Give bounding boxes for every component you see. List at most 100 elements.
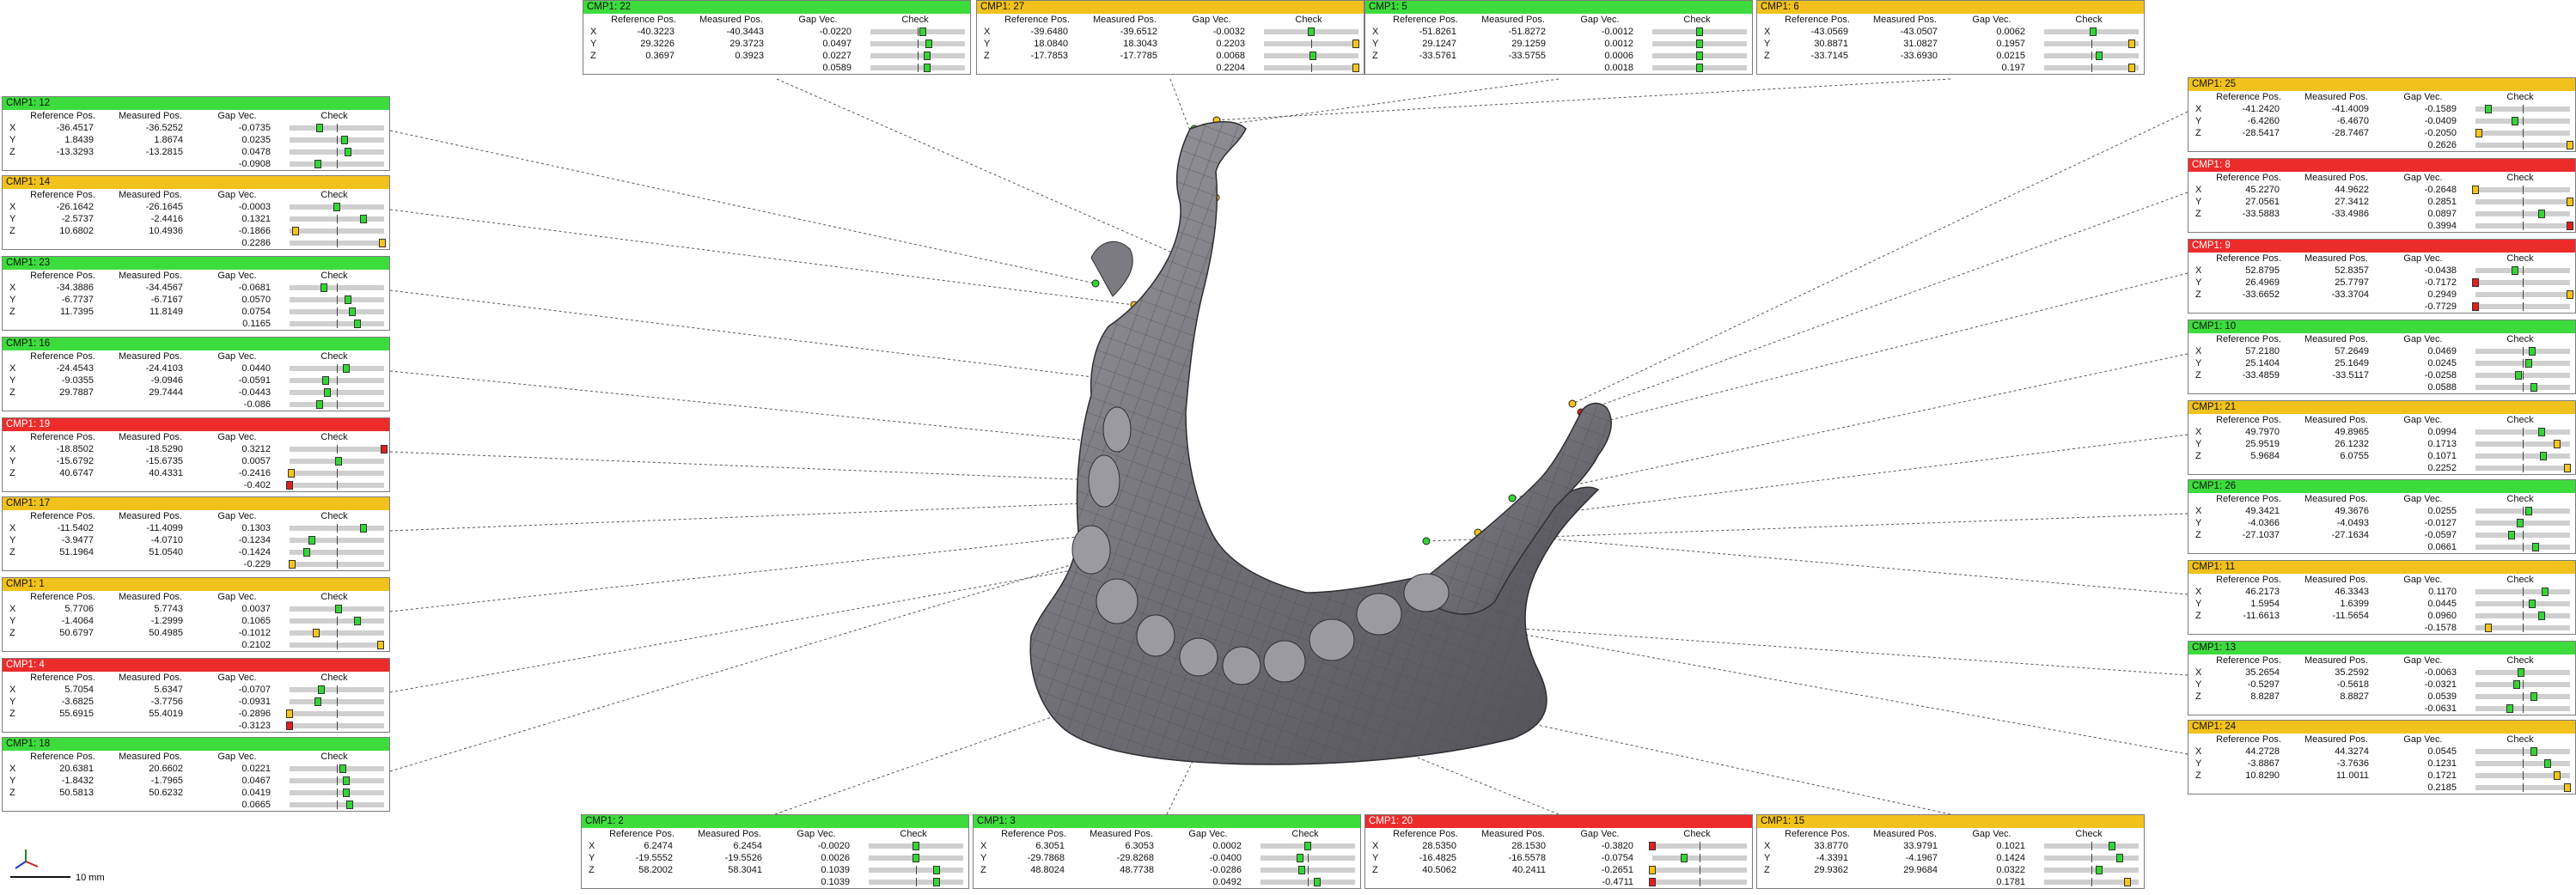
callout-panel[interactable]: CMP1: 8 Reference Pos. Measured Pos. Gap Ve… — [2188, 158, 2576, 233]
callout-panel[interactable]: CMP1: 9 Reference Pos. Measured Pos. Gap Ve… — [2188, 239, 2576, 314]
deviation-marker — [343, 364, 350, 373]
nominal-tick — [337, 388, 338, 397]
deviation-marker — [333, 203, 340, 211]
callout-panel[interactable]: CMP1: 13 Reference Pos. Measured Pos. Gap V… — [2188, 641, 2576, 715]
axis-label: X — [1372, 27, 1379, 37]
table-row: -0.4711 — [1365, 876, 1752, 888]
measured-value: -0.5618 — [2336, 679, 2369, 690]
leader-line — [1511, 353, 2188, 499]
gap-value: -0.2651 — [1601, 865, 1633, 875]
deviation-marker — [2543, 759, 2551, 768]
axis-label: X — [2195, 185, 2202, 195]
gap-value: 0.1957 — [1996, 39, 2025, 49]
callout-panel[interactable]: CMP1: 3 Reference Pos. Measured Pos. Gap Ve… — [973, 814, 1361, 889]
check-cell — [279, 455, 389, 467]
callout-panel[interactable]: CMP1: 10 Reference Pos. Measured Pos. Gap V… — [2188, 320, 2576, 394]
axis-label: Y — [1764, 39, 1771, 49]
deviation-marker — [2472, 278, 2479, 287]
deviation-marker — [348, 307, 356, 316]
callout-panel[interactable]: CMP1: 25 Reference Pos. Measured Pos. Gap V… — [2188, 77, 2576, 152]
callout-panel[interactable]: CMP1: 23 Reference Pos. Measured Pos. Gap V… — [2, 256, 390, 331]
reference-value: 40.6747 — [59, 468, 94, 478]
column-header: Check — [320, 271, 348, 281]
callout-title: CMP1: 1 — [3, 578, 389, 591]
column-header — [3, 270, 20, 282]
measured-value: -33.5117 — [2332, 370, 2369, 381]
tolerance-bar — [290, 629, 384, 637]
leader-line — [1193, 78, 1560, 130]
check-cell — [1642, 62, 1752, 74]
measured-value: -18.5290 — [145, 444, 183, 454]
measured-value: -33.3704 — [2331, 289, 2369, 300]
callout-panel[interactable]: CMP1: 5 Reference Pos. Measured Pos. Gap Ve… — [1364, 0, 1753, 75]
measured-value — [106, 399, 195, 411]
reference-value: -41.2420 — [2242, 104, 2280, 114]
column-header: Reference Pos. — [1785, 15, 1850, 25]
callout-panel[interactable]: CMP1: 27 Reference Pos. Measured Pos. Gap V… — [976, 0, 1364, 75]
callout-panel[interactable]: CMP1: 17 Reference Pos. Measured Pos. Gap V… — [2, 496, 390, 571]
callout-panel[interactable]: CMP1: 4 Reference Pos. Measured Pos. Gap Ve… — [2, 658, 390, 733]
column-header: Reference Pos. — [1004, 15, 1070, 25]
callout-title: CMP1: 5 — [1365, 1, 1752, 14]
gap-value: -0.7729 — [2424, 301, 2457, 312]
callout-panel[interactable]: CMP1: 1 Reference Pos. Measured Pos. Gap Ve… — [2, 577, 390, 652]
axis-label: Z — [2195, 370, 2201, 381]
check-cell — [279, 399, 389, 411]
deviation-marker — [345, 148, 352, 156]
column-header: Reference Pos. — [2216, 734, 2281, 745]
column-header: Check — [320, 511, 348, 521]
column-header: Measured Pos. — [119, 351, 182, 362]
column-header: Measured Pos. — [119, 592, 182, 602]
leader-line — [1216, 78, 1951, 121]
deviation-marker — [321, 376, 329, 385]
measured-value: -39.6512 — [1120, 27, 1157, 37]
measured-value: -4.1967 — [1905, 853, 1938, 863]
check-cell — [279, 787, 389, 799]
reference-value: -11.5402 — [57, 523, 94, 533]
tolerance-bar — [1264, 27, 1358, 36]
callout-panel[interactable]: CMP1: 16 Reference Pos. Measured Pos. Gap V… — [2, 337, 390, 411]
callout-panel[interactable]: CMP1: 12 Reference Pos. Measured Pos. Gap V… — [2, 96, 390, 171]
nominal-tick — [2523, 105, 2524, 113]
callout-panel[interactable]: CMP1: 14 Reference Pos. Measured Pos. Gap V… — [2, 175, 390, 250]
column-header-row: Reference Pos. Measured Pos. Gap Vec. Check — [3, 110, 389, 122]
callout-panel[interactable]: CMP1: 19 Reference Pos. Measured Pos. Gap V… — [2, 417, 390, 492]
measured-value — [1860, 876, 1950, 888]
axis-label: Z — [980, 865, 986, 875]
callout-panel[interactable]: CMP1: 15 Reference Pos. Measured Pos. Gap V… — [1756, 814, 2145, 889]
reference-value: -18.8502 — [56, 444, 94, 454]
measured-value: -36.5252 — [145, 123, 183, 133]
measured-value — [687, 62, 776, 74]
gap-value: -0.0735 — [238, 123, 271, 133]
callout-panel[interactable]: CMP1: 2 Reference Pos. Measured Pos. Gap Ve… — [581, 814, 969, 889]
column-header: Gap Vec. — [797, 829, 836, 839]
deviation-marker — [288, 469, 296, 478]
deviation-marker — [2530, 383, 2538, 392]
callout-panel[interactable]: CMP1: 6 Reference Pos. Measured Pos. Gap Ve… — [1756, 0, 2145, 75]
callout-title: CMP1: 3 — [974, 815, 1360, 828]
callout-panel[interactable]: CMP1: 22 Reference Pos. Measured Pos. Gap V… — [583, 0, 971, 75]
check-cell — [279, 374, 389, 387]
gap-value: 0.0026 — [821, 853, 850, 863]
check-cell — [279, 306, 389, 318]
check-cell — [2465, 703, 2575, 715]
gap-value: 0.0006 — [1604, 51, 1633, 61]
callout-panel[interactable]: CMP1: 20 Reference Pos. Measured Pos. Gap V… — [1364, 814, 1753, 889]
callout-panel[interactable]: CMP1: 11 Reference Pos. Measured Pos. Gap V… — [2188, 560, 2576, 635]
column-header: Check — [2506, 92, 2534, 102]
gap-value: 0.1721 — [2427, 770, 2457, 781]
callout-panel[interactable]: CMP1: 24 Reference Pos. Measured Pos. Gap V… — [2188, 720, 2576, 795]
nominal-tick — [337, 641, 338, 649]
table-row: Y 25.1404 25.1649 0.0245 — [2188, 357, 2575, 369]
callout-panel[interactable]: CMP1: 26 Reference Pos. Measured Pos. Gap V… — [2188, 479, 2576, 554]
callout-panel[interactable]: CMP1: 18 Reference Pos. Measured Pos. Gap V… — [2, 737, 390, 812]
table-row: Z 11.7395 11.8149 0.0754 — [3, 306, 389, 318]
tolerance-bar — [286, 721, 384, 730]
callout-panel[interactable]: CMP1: 21 Reference Pos. Measured Pos. Gap V… — [2188, 400, 2576, 475]
table-row: Y -16.4825 -16.5578 -0.0754 — [1365, 852, 1752, 864]
measured-value: 27.3412 — [2335, 197, 2369, 207]
table-row: -0.086 — [3, 399, 389, 411]
column-header-row: Reference Pos. Measured Pos. Gap Vec. Check — [2188, 91, 2575, 103]
column-header: Reference Pos. — [30, 673, 95, 683]
